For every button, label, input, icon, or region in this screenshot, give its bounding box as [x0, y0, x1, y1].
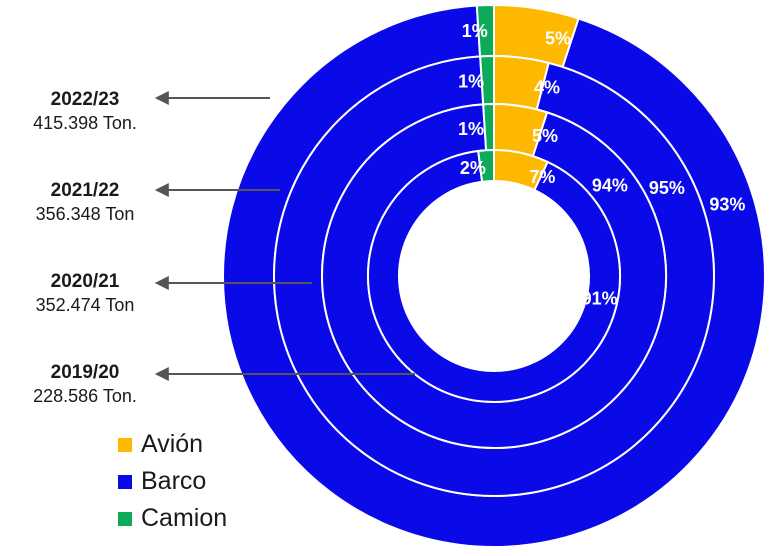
- data-label-camion: 1%: [458, 71, 484, 91]
- season-tonnage: 356.348 Ton: [35, 204, 135, 224]
- legend-swatch-avion: [118, 437, 132, 452]
- season-label-2020-21: 2020/21 352.474 Ton: [10, 270, 160, 316]
- legend-label-avion: Avión: [141, 430, 204, 458]
- legend-item-barco: Barco: [118, 463, 227, 500]
- season-tonnage: 352.474 Ton: [35, 295, 135, 315]
- slice-barco-2019-20: [367, 149, 621, 403]
- season-tonnage: 228.586 Ton.: [33, 386, 137, 406]
- labels-group: 5% 1% 93% 4% 1% 95% 5% 1% 94% 7% 2% 91%: [458, 21, 745, 309]
- data-label-avion: 5%: [545, 28, 571, 48]
- season-tonnage: 415.398 Ton.: [33, 113, 137, 133]
- data-label-barco: 94%: [592, 175, 628, 195]
- legend-label-camion: Camion: [141, 504, 228, 532]
- season-label-2022-23: 2022/23 415.398 Ton.: [10, 88, 160, 134]
- data-label-barco: 95%: [649, 178, 685, 198]
- season-year: 2019/20: [50, 362, 120, 383]
- season-label-2019-20: 2019/20 228.586 Ton.: [10, 361, 160, 407]
- arrows-group: [154, 91, 415, 381]
- data-label-avion: 5%: [532, 126, 558, 146]
- legend-item-avion: Avión: [118, 426, 227, 463]
- season-year: 2022/23: [50, 89, 120, 110]
- legend-item-camion: Camion: [118, 500, 227, 537]
- slice-camion-2019-20: [477, 148, 495, 183]
- data-label-camion: 1%: [462, 21, 488, 41]
- data-label-avion: 4%: [534, 77, 560, 97]
- season-year: 2020/21: [50, 271, 120, 292]
- data-label-camion: 1%: [458, 119, 484, 139]
- legend-label-barco: Barco: [141, 467, 207, 495]
- data-label-barco: 91%: [582, 288, 618, 308]
- rings-group: [222, 3, 766, 548]
- legend-swatch-barco: [118, 474, 132, 489]
- chart-legend: Avión Barco Camion: [118, 426, 227, 537]
- data-label-barco: 93%: [709, 195, 745, 215]
- data-label-camion: 2%: [460, 158, 486, 178]
- slice-camion-2020-21: [482, 102, 495, 152]
- data-label-avion: 7%: [529, 167, 555, 187]
- legend-swatch-camion: [118, 511, 132, 526]
- season-label-2021-22: 2021/22 356.348 Ton: [10, 179, 160, 225]
- season-year: 2021/22: [50, 180, 120, 201]
